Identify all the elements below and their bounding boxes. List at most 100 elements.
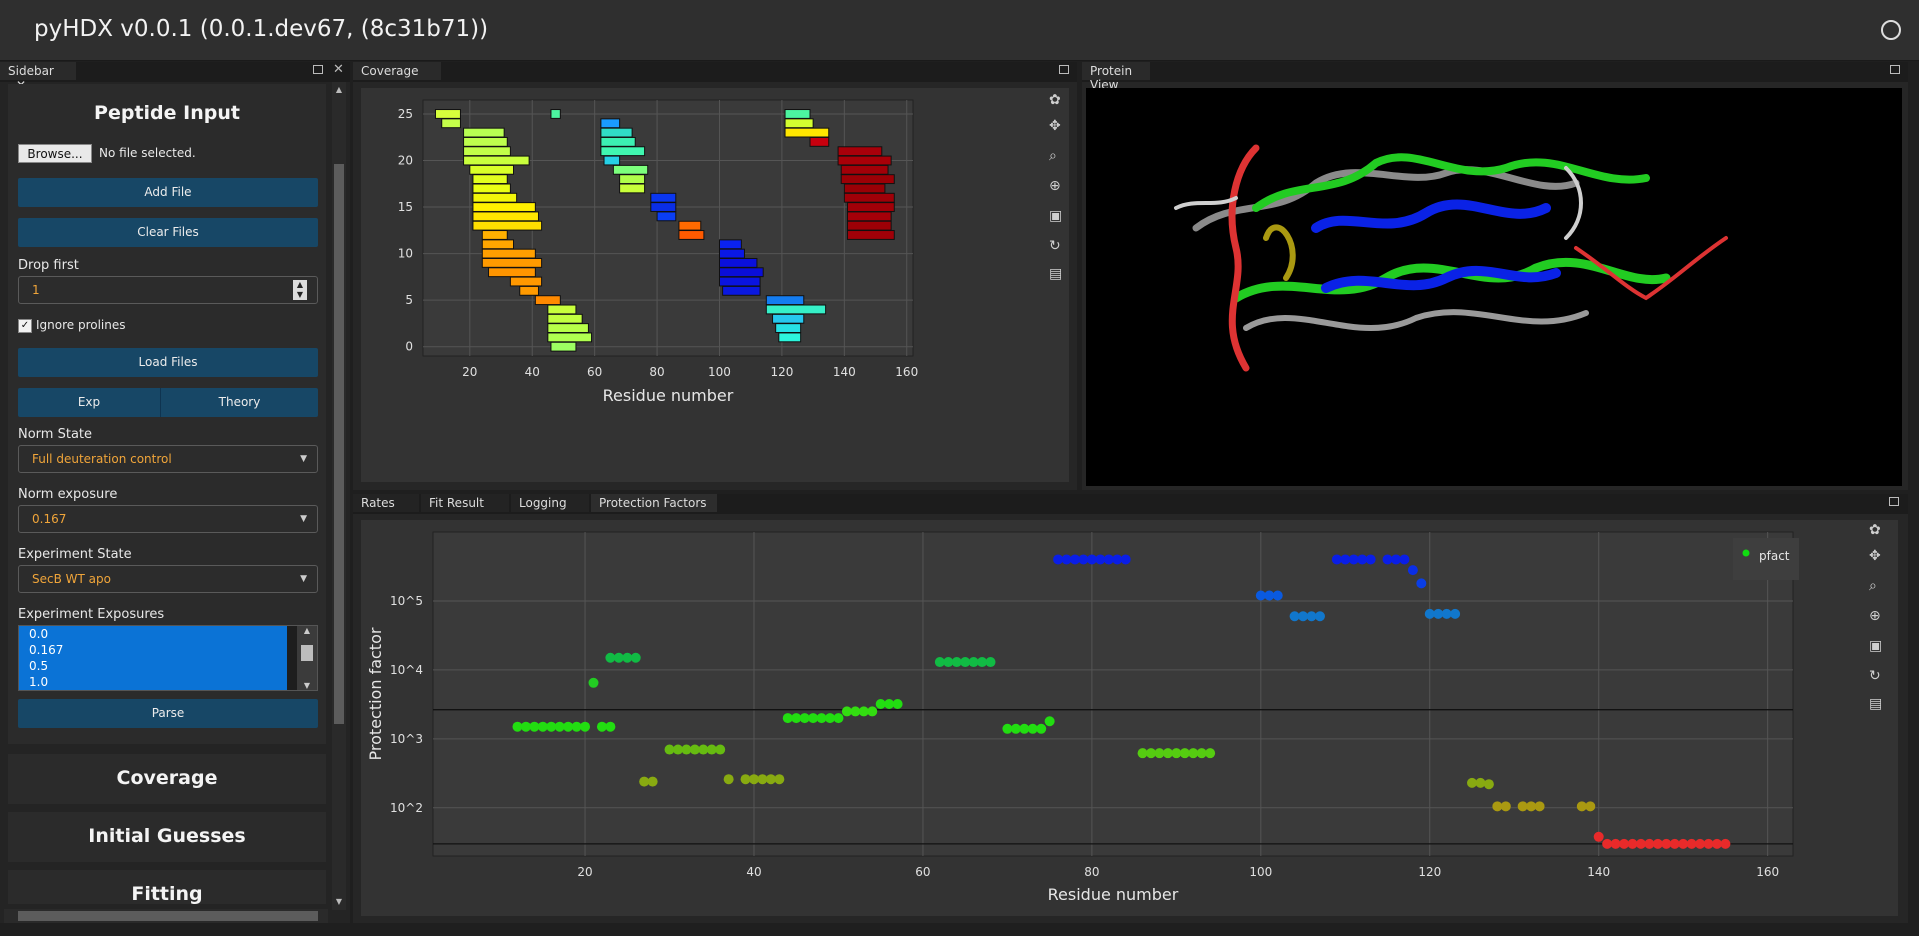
list-item[interactable]: 0.5	[19, 658, 287, 674]
peptide-bar	[472, 220, 543, 231]
chevron-down-icon[interactable]: ▼	[335, 897, 343, 906]
save-icon[interactable]: ▣	[1049, 208, 1063, 224]
data-point	[1407, 565, 1418, 576]
tab-coverage[interactable]: Coverage	[353, 62, 441, 80]
mode-exp-button[interactable]: Exp	[77, 395, 101, 409]
list-item[interactable]: 0.0	[19, 626, 287, 642]
maximize-icon[interactable]	[1059, 65, 1069, 74]
reset-icon[interactable]: ↻	[1869, 668, 1881, 684]
list-item[interactable]: 0.167	[19, 642, 287, 658]
norm-exposure-select[interactable]: 0.167 ▼	[18, 505, 318, 533]
close-panel-icon[interactable]: ✕	[333, 62, 344, 77]
tab-protection-factors[interactable]: Protection Factors	[591, 494, 717, 512]
data-point	[1255, 590, 1266, 601]
data-point	[1602, 838, 1613, 849]
mode-theory-button[interactable]: Theory	[218, 395, 261, 409]
maximize-icon[interactable]	[1889, 497, 1899, 506]
spinner-icon[interactable]: ▲ ▼	[293, 280, 307, 300]
sidebar-tab[interactable]: Sidebar ✕	[0, 62, 76, 92]
pan-icon[interactable]: ✥	[1869, 548, 1881, 564]
tab-protein-view[interactable]: Protein View	[1082, 62, 1150, 92]
data-point	[884, 699, 895, 710]
browse-button[interactable]: Browse...	[18, 144, 92, 163]
experiment-exposures-list[interactable]: 0.0 0.167 0.5 1.0 ▲ ▼	[18, 625, 318, 691]
bokeh-logo-icon[interactable]: ✿	[1049, 92, 1061, 108]
experiment-state-select[interactable]: SecB WT apo ▼	[18, 565, 318, 593]
data-point	[951, 657, 962, 668]
fitting-section[interactable]: Fitting	[8, 870, 326, 904]
data-point	[1314, 611, 1325, 622]
x-tick-label: 60	[915, 865, 930, 879]
norm-state-select[interactable]: Full deuteration control ▼	[18, 445, 318, 473]
protein-viewer-canvas[interactable]	[1086, 88, 1902, 486]
peptide-bar	[718, 239, 742, 250]
chevron-down-icon[interactable]: ▼	[303, 681, 311, 690]
initial-guesses-section-title: Initial Guesses	[88, 825, 246, 847]
data-point	[1703, 838, 1714, 849]
drop-first-input[interactable]: 1 ▲ ▼	[18, 276, 318, 304]
ignore-prolines-checkbox[interactable]: ✓	[18, 319, 32, 333]
clear-files-button[interactable]: Clear Files	[18, 218, 318, 247]
peptide-bar	[650, 202, 677, 212]
chevron-up-icon[interactable]: ▲	[335, 85, 343, 94]
maximize-icon[interactable]	[313, 65, 323, 74]
vertical-scroll-thumb[interactable]	[334, 164, 344, 724]
coverage-panel: Coverage 20 40 60 80 100 120 140 160 0 5 10 15 20 25 R…	[353, 62, 1077, 490]
maximize-icon[interactable]	[1890, 65, 1900, 74]
x-tick-label: 80	[649, 365, 664, 379]
data-point	[1720, 838, 1731, 849]
bokeh-logo-icon[interactable]: ✿	[1869, 522, 1881, 538]
box-zoom-icon[interactable]: ⌕	[1869, 578, 1877, 594]
wheel-zoom-icon[interactable]: ⊕	[1049, 178, 1061, 194]
data-point	[943, 657, 954, 668]
y-tick-label: 10	[398, 247, 413, 261]
y-tick-label: 10^2	[390, 801, 423, 815]
hover-icon[interactable]: ▤	[1049, 266, 1063, 282]
coverage-chart[interactable]: 20 40 60 80 100 120 140 160 0 5 10 15 20 25 Residue nu…	[361, 88, 1069, 482]
data-point	[647, 776, 658, 787]
initial-guesses-section[interactable]: Initial Guesses	[8, 812, 326, 862]
peptide-bar	[765, 304, 827, 315]
add-file-button[interactable]: Add File	[18, 178, 318, 207]
peptide-bar	[550, 341, 577, 352]
parse-button[interactable]: Parse	[18, 699, 318, 728]
peptide-bar	[846, 230, 895, 240]
app-header: pyHDX v0.0.1 (0.0.1.dev67, (8c31b71))	[0, 0, 1919, 61]
tab-logging[interactable]: Logging	[511, 494, 589, 512]
list-scrollbar[interactable]: ▲ ▼	[297, 626, 317, 690]
horizontal-scroll-thumb[interactable]	[18, 911, 318, 921]
helix-ribbon	[1252, 153, 1650, 212]
pan-icon[interactable]: ✥	[1049, 118, 1061, 134]
peptide-bar	[722, 285, 761, 296]
data-point	[1103, 554, 1114, 565]
chevron-down-icon: ▼	[300, 574, 307, 584]
hover-icon[interactable]: ▤	[1869, 696, 1883, 712]
coverage-section-title: Coverage	[116, 767, 218, 789]
data-point	[588, 677, 599, 688]
save-icon[interactable]: ▣	[1869, 638, 1883, 654]
box-zoom-icon[interactable]: ⌕	[1049, 148, 1057, 164]
data-point	[1137, 748, 1148, 759]
data-point	[580, 721, 591, 732]
list-scroll-thumb[interactable]	[301, 645, 313, 661]
data-point	[639, 776, 650, 787]
load-files-button[interactable]: Load Files	[18, 348, 318, 377]
data-point	[1441, 608, 1452, 619]
data-point	[765, 774, 776, 785]
chevron-up-icon[interactable]: ▲	[303, 626, 311, 635]
strand-ribbon	[1574, 236, 1728, 301]
protection-factor-chart[interactable]: 20 40 60 80 100 120 140 160 10^2 10^3 10^4 10^5 pfac…	[361, 520, 1898, 916]
tab-fit-result[interactable]: Fit Result	[421, 494, 509, 512]
x-tick-label: 80	[1084, 865, 1099, 879]
list-item[interactable]: 1.0	[19, 674, 287, 690]
wheel-zoom-icon[interactable]: ⊕	[1869, 608, 1881, 624]
peptide-input-title: Peptide Input	[94, 102, 240, 124]
data-point	[977, 657, 988, 668]
reset-icon[interactable]: ↻	[1049, 238, 1061, 254]
sidebar-vertical-scrollbar[interactable]: ▲ ▼	[332, 82, 346, 910]
data-point	[985, 657, 996, 668]
coverage-section[interactable]: Coverage	[8, 754, 326, 804]
sidebar-horizontal-scrollbar[interactable]	[4, 909, 328, 923]
peptide-bar	[612, 164, 649, 175]
tab-rates[interactable]: Rates	[353, 494, 419, 512]
